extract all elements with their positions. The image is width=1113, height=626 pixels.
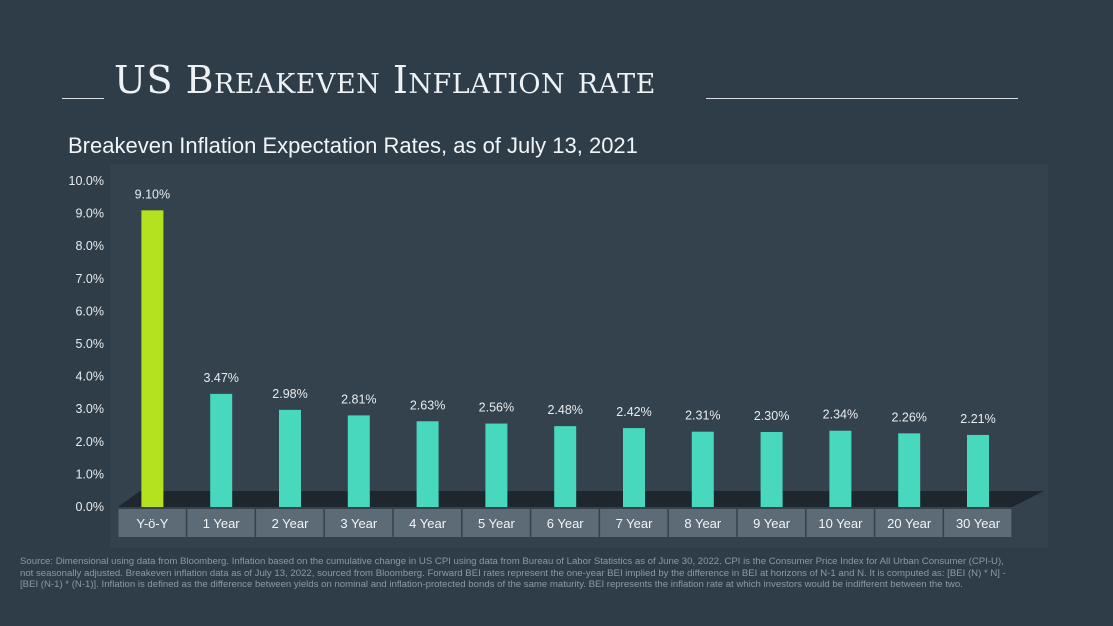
category-cell (531, 509, 599, 537)
category-label: 7 Year (616, 516, 654, 531)
data-label: 2.26% (891, 410, 926, 424)
category-cell (737, 509, 805, 537)
bar (898, 433, 921, 507)
bar (691, 431, 714, 507)
chart-title: Breakeven Inflation Expectation Rates, a… (68, 133, 638, 158)
title-rule-left (62, 98, 104, 99)
category-label: 4 Year (409, 516, 447, 531)
category-cell (256, 509, 324, 537)
category-cell (462, 509, 530, 537)
data-label: 2.98% (272, 387, 307, 401)
category-cell (668, 509, 737, 537)
data-label: 9.10% (135, 187, 170, 201)
y-tick-label: 9.0% (76, 207, 105, 221)
bar (554, 426, 577, 507)
data-label: 2.56% (479, 401, 514, 415)
category-label: 1 Year (203, 516, 241, 531)
bar (829, 430, 852, 507)
category-label: 2 Year (272, 516, 310, 531)
page-title: US Breakeven Inflation rate (114, 58, 656, 102)
category-cell (600, 509, 668, 537)
category-label: 9 Year (753, 516, 791, 531)
data-label: 2.31% (685, 409, 720, 423)
bar (279, 409, 301, 507)
data-label: 2.63% (410, 398, 445, 412)
y-tick-label: 10.0% (69, 174, 104, 188)
category-cell (324, 509, 393, 537)
source-note: Source: Dimensional using data from Bloo… (20, 556, 1006, 591)
data-label: 3.47% (203, 371, 238, 385)
bar (760, 432, 783, 507)
data-label: 2.34% (823, 408, 858, 422)
category-cell (118, 509, 186, 537)
category-cell (875, 509, 943, 537)
category-cell (806, 509, 874, 537)
bar (347, 415, 370, 507)
title-rule-right (706, 98, 1018, 99)
y-tick-label: 5.0% (76, 337, 105, 351)
bar (485, 423, 508, 507)
plot-area (110, 164, 1048, 548)
bar (416, 421, 439, 507)
category-label: 3 Year (340, 516, 378, 531)
data-label: 2.30% (754, 409, 789, 423)
data-label: 2.21% (960, 412, 995, 426)
y-tick-label: 3.0% (76, 402, 105, 416)
y-tick-label: 4.0% (76, 370, 105, 384)
category-label: Y-ö-Y (136, 516, 168, 531)
bar (623, 428, 645, 507)
y-tick-label: 1.0% (76, 467, 105, 481)
bar (141, 210, 164, 507)
category-cell (393, 509, 461, 537)
bar (967, 434, 989, 507)
category-label: 30 Year (956, 516, 1001, 531)
data-label: 2.48% (547, 403, 582, 417)
y-tick-label: 0.0% (76, 500, 105, 514)
y-tick-label: 8.0% (76, 239, 105, 253)
category-label: 6 Year (547, 516, 585, 531)
category-cell (187, 509, 255, 537)
category-label: 20 Year (887, 516, 932, 531)
category-label: 8 Year (684, 516, 722, 531)
category-label: 10 Year (818, 516, 863, 531)
y-tick-label: 2.0% (76, 435, 105, 449)
category-label: 5 Year (478, 516, 516, 531)
bar (210, 393, 233, 507)
data-label: 2.81% (341, 392, 376, 406)
title-row: US Breakeven Inflation rate (62, 56, 1018, 102)
y-tick-label: 6.0% (76, 304, 105, 318)
y-tick-label: 7.0% (76, 272, 105, 286)
category-cell (944, 509, 1012, 537)
data-label: 2.42% (616, 405, 651, 419)
